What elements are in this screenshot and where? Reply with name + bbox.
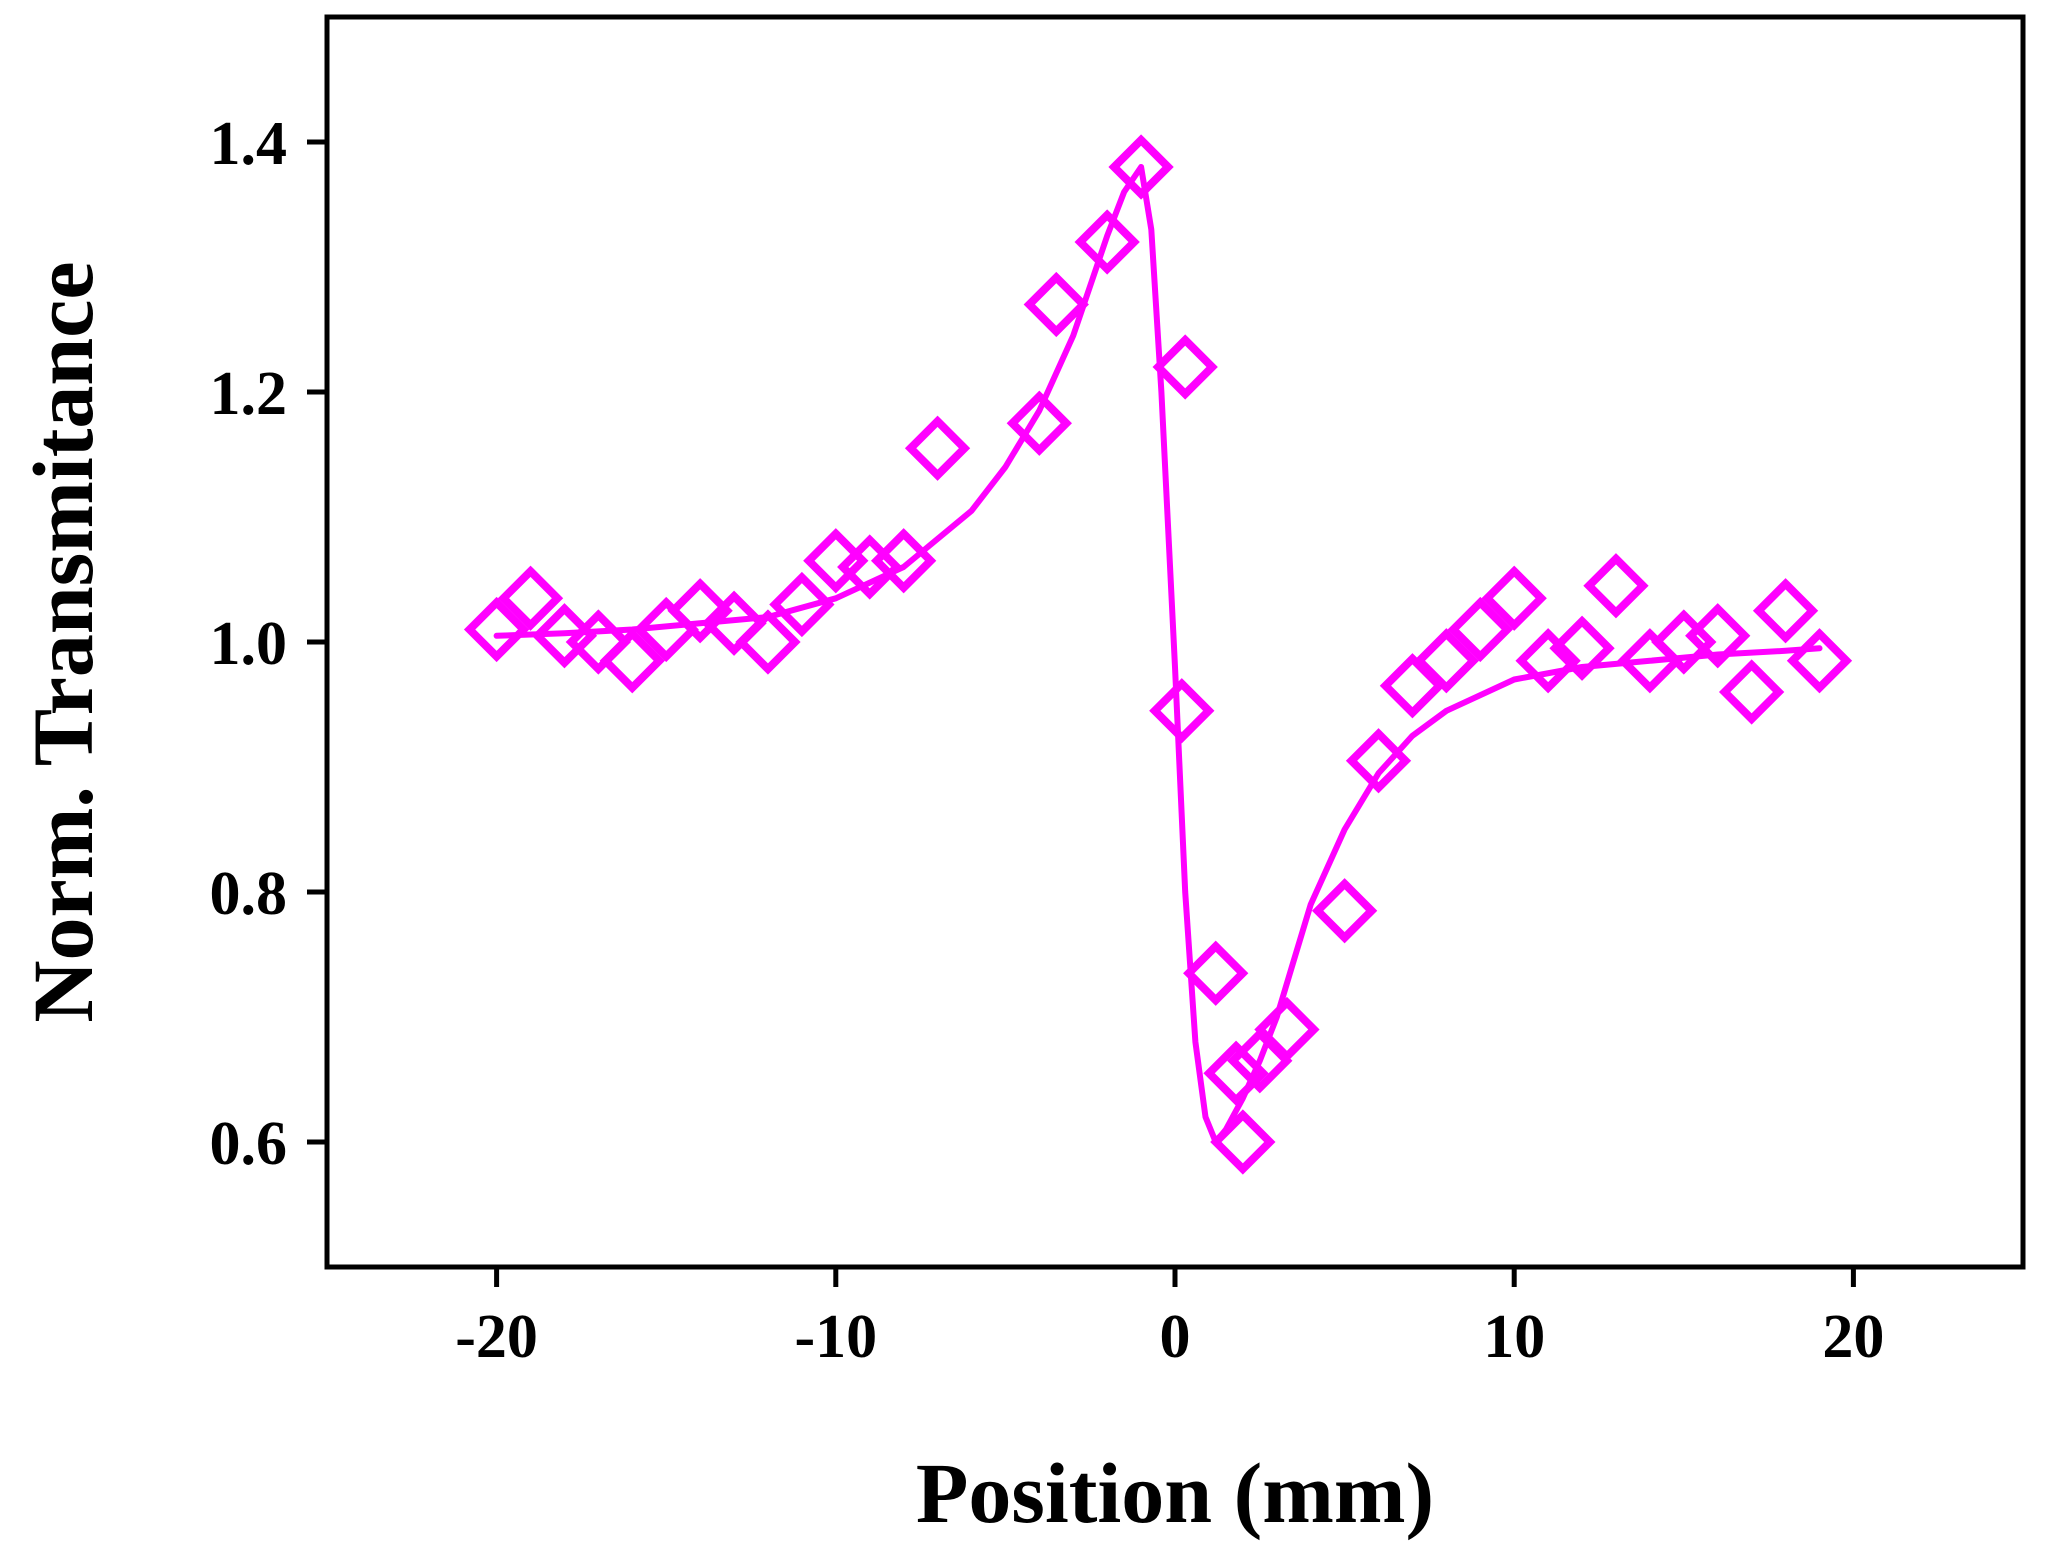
x-axis: -20 -10 0 10 20 <box>455 1267 1884 1371</box>
data-point <box>769 571 835 638</box>
x-tick-label: 0 <box>1160 1303 1191 1371</box>
y-axis-title: Norm. Transmitance <box>15 261 111 1022</box>
data-point <box>1108 134 1174 200</box>
data-point <box>497 565 564 631</box>
data-point <box>1685 603 1751 669</box>
data-point <box>1583 553 1649 619</box>
data-point <box>463 596 530 663</box>
data-point <box>701 590 767 656</box>
data-point <box>1515 628 1581 694</box>
y-tick-label: 1.0 <box>210 610 288 678</box>
data-point <box>1481 565 1547 631</box>
y-tick-label: 0.6 <box>210 1110 288 1178</box>
data-point <box>870 528 937 594</box>
data-point <box>1345 728 1412 794</box>
data-point <box>837 534 903 600</box>
data-point <box>1203 1040 1269 1106</box>
data-point <box>667 578 733 644</box>
y-tick-label: 1.4 <box>210 110 288 178</box>
data-point <box>1149 678 1215 744</box>
data-point <box>1786 628 1853 694</box>
data-point <box>1718 659 1785 725</box>
y-tick-label: 0.8 <box>210 860 288 928</box>
x-tick-label: -20 <box>455 1303 538 1371</box>
data-point <box>1074 209 1140 275</box>
x-tick-label: -10 <box>794 1303 877 1371</box>
data-point <box>1311 878 1378 944</box>
data-point <box>904 415 971 481</box>
data-point <box>1413 628 1480 694</box>
data-point <box>1183 940 1249 1006</box>
data-point <box>565 609 632 675</box>
data-point <box>1379 653 1446 719</box>
x-axis-title: Position (mm) <box>916 1445 1434 1541</box>
data-point <box>1549 615 1615 681</box>
y-tick-label: 1.2 <box>210 360 288 428</box>
data-point <box>1023 271 1089 338</box>
x-tick-label: 10 <box>1483 1303 1545 1371</box>
fit-curve <box>493 164 1823 1145</box>
data-point <box>599 628 665 694</box>
data-point <box>1152 334 1218 400</box>
data-point <box>1752 578 1819 644</box>
data-point <box>735 609 801 675</box>
y-axis: 0.6 0.8 1.0 1.2 1.4 <box>210 110 327 1178</box>
data-point <box>1210 1109 1276 1175</box>
data-point <box>1447 596 1513 663</box>
data-point <box>1254 996 1320 1063</box>
x-tick-label: 20 <box>1822 1303 1884 1371</box>
data-point <box>1651 609 1717 675</box>
data-markers <box>463 134 1853 1175</box>
data-point <box>1006 390 1072 456</box>
